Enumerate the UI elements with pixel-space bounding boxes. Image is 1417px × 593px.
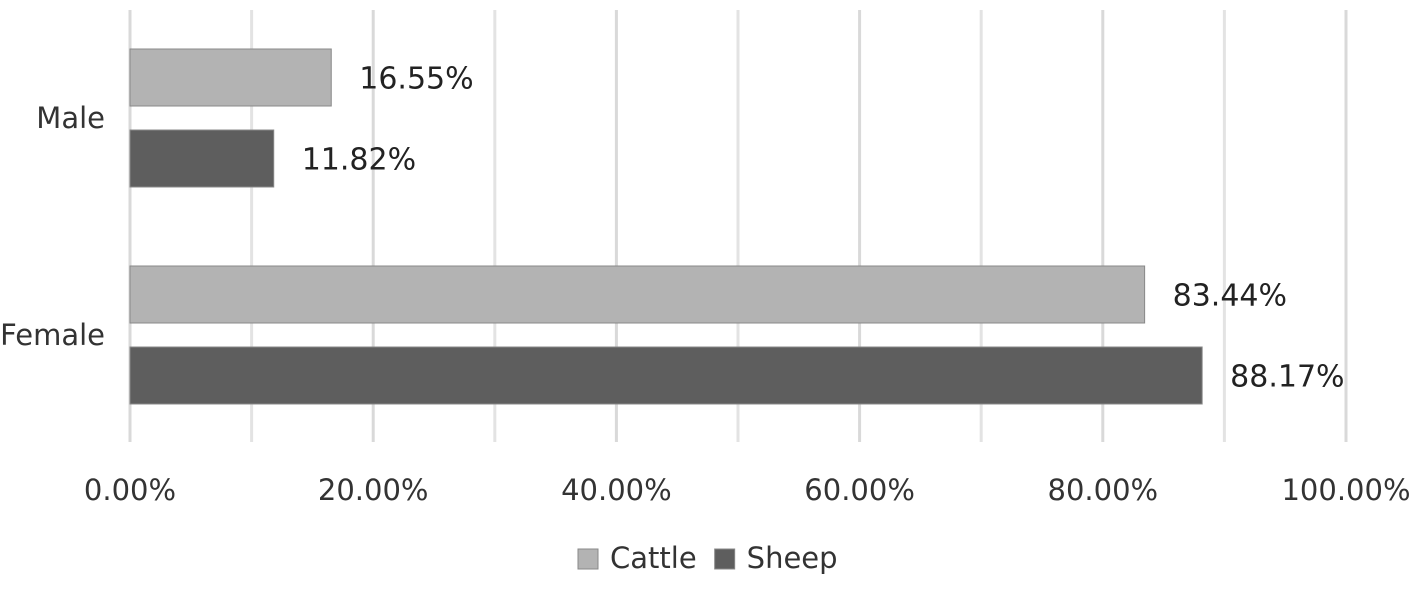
bar-cattle-female	[129, 265, 1146, 324]
x-tick-label: 100.00%	[1281, 473, 1410, 507]
data-label-sheep-male: 11.82%	[302, 143, 416, 178]
value-labels: 16.55% 11.82% 83.44% 88.17%	[302, 62, 1345, 395]
x-tick-label: 60.00%	[804, 473, 915, 507]
data-label-cattle-female: 83.44%	[1173, 279, 1287, 314]
bar-sheep-female	[129, 346, 1203, 405]
x-tick-label: 80.00%	[1048, 473, 1159, 507]
x-tick-label: 20.00%	[318, 473, 429, 507]
bar-sheep-male	[129, 129, 275, 188]
x-tick-label: 0.00%	[84, 473, 176, 507]
x-tick-label: 40.00%	[561, 473, 672, 507]
data-label-cattle-male: 16.55%	[359, 62, 473, 97]
category-labels: Male Female	[0, 101, 105, 352]
legend-swatch-sheep	[714, 548, 736, 570]
bar-cattle-male	[129, 48, 332, 107]
legend: Cattle Sheep	[577, 541, 838, 575]
legend-label-sheep: Sheep	[747, 541, 838, 575]
category-label-female: Female	[0, 318, 105, 352]
bars	[129, 48, 1203, 405]
legend-label-cattle: Cattle	[610, 541, 697, 575]
x-tick-labels: 0.00% 20.00% 40.00% 60.00% 80.00% 100.00%	[84, 473, 1411, 507]
category-label-male: Male	[36, 101, 105, 135]
data-label-sheep-female: 88.17%	[1230, 360, 1344, 395]
legend-swatch-cattle	[577, 548, 599, 570]
